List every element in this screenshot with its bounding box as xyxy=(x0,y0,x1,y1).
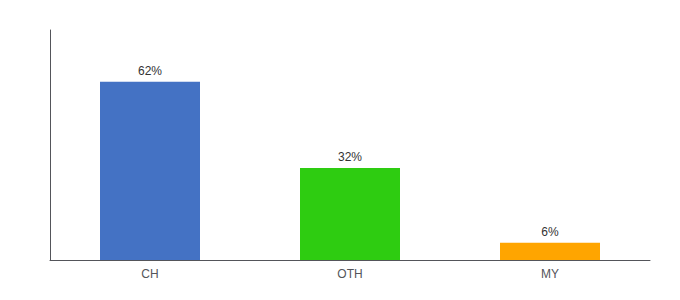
svg-text:32%: 32% xyxy=(338,150,362,164)
svg-text:CH: CH xyxy=(141,267,158,281)
svg-text:MY: MY xyxy=(541,267,559,281)
svg-text:OTH: OTH xyxy=(337,267,362,281)
svg-text:6%: 6% xyxy=(541,225,559,239)
svg-text:62%: 62% xyxy=(138,64,162,78)
